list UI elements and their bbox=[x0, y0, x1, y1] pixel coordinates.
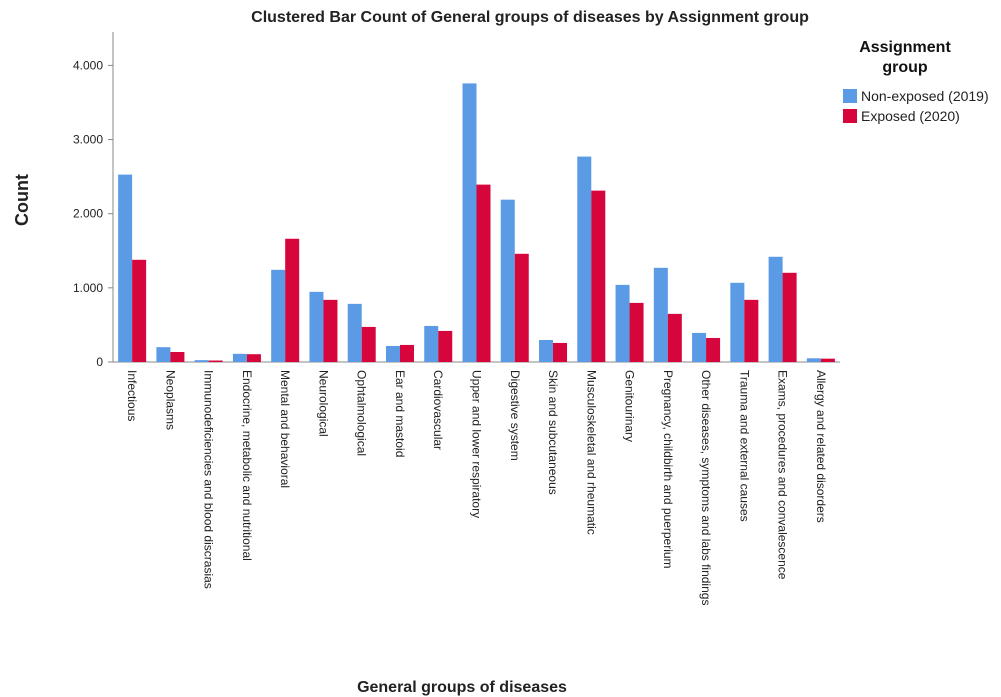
bar bbox=[118, 174, 133, 362]
bar bbox=[271, 269, 286, 362]
bar bbox=[667, 313, 682, 362]
x-axis-label: General groups of diseases bbox=[357, 679, 567, 696]
bar bbox=[170, 351, 185, 362]
x-tick-label: Other diseases, symptoms and labs findin… bbox=[699, 370, 713, 605]
x-tick-label: Ophtalmological bbox=[355, 370, 369, 456]
bar bbox=[706, 337, 721, 362]
chart-title: Clustered Bar Count of General groups of… bbox=[251, 9, 809, 26]
x-tick-label: Infectious bbox=[125, 370, 139, 421]
bar bbox=[768, 256, 783, 362]
bar bbox=[653, 267, 668, 362]
legend-title: Assignment group bbox=[859, 39, 951, 76]
x-tick-label: Upper and lower respiratory bbox=[470, 370, 484, 518]
bar bbox=[194, 360, 209, 362]
bar bbox=[615, 284, 630, 362]
bar bbox=[309, 291, 324, 362]
x-tick-label: Endocrine, metabolic and nutritional bbox=[240, 370, 254, 561]
bar bbox=[500, 199, 515, 362]
legend-swatch bbox=[843, 89, 857, 103]
bar bbox=[782, 272, 797, 362]
x-tick-label: Exams, procedures and convalescence bbox=[776, 370, 790, 580]
legend-label: Exposed (2020) bbox=[861, 108, 960, 124]
bar bbox=[424, 325, 439, 362]
x-tick-label: Neoplasms bbox=[163, 370, 177, 430]
y-axis-label: Count bbox=[12, 174, 32, 226]
bar bbox=[577, 156, 592, 362]
bar bbox=[730, 282, 745, 362]
x-tick-label: Cardiovascular bbox=[431, 370, 445, 450]
x-tick-label: Digestive system bbox=[508, 370, 522, 461]
y-tick-label: 2.000 bbox=[73, 207, 103, 221]
x-tick-label: Trauma and external causes bbox=[737, 370, 751, 522]
bar bbox=[347, 303, 362, 362]
bar bbox=[744, 299, 759, 362]
legend-swatch bbox=[843, 109, 857, 123]
bar bbox=[208, 360, 223, 362]
x-tick-label: Immunodeficiencies and blood discrasias bbox=[202, 370, 216, 589]
bar bbox=[232, 353, 247, 362]
x-tick-label: Genitourinary bbox=[623, 370, 637, 442]
bar bbox=[132, 259, 147, 362]
y-tick-label: 3.000 bbox=[73, 133, 103, 147]
bar bbox=[438, 330, 453, 362]
bar bbox=[692, 332, 707, 362]
bar bbox=[385, 345, 400, 362]
bar bbox=[361, 326, 376, 362]
y-tick-label: 1.000 bbox=[73, 281, 103, 295]
legend-label: Non-exposed (2019) bbox=[861, 88, 989, 104]
bar bbox=[629, 302, 644, 362]
bar bbox=[476, 184, 491, 362]
x-tick-label: Neurological bbox=[316, 370, 330, 437]
bar bbox=[514, 253, 529, 362]
bar bbox=[820, 358, 835, 362]
bar bbox=[285, 238, 300, 362]
bar bbox=[462, 83, 477, 362]
bar bbox=[323, 299, 338, 362]
bar bbox=[399, 344, 414, 362]
y-tick-label: 4.000 bbox=[73, 58, 103, 72]
bar bbox=[806, 358, 821, 362]
x-tick-label: Pregnancy, childbirth and puerperium bbox=[661, 370, 675, 569]
bar bbox=[539, 339, 554, 362]
bar bbox=[591, 190, 606, 362]
y-tick-label: 0 bbox=[96, 355, 103, 369]
x-tick-label: Skin and subcutaneous bbox=[546, 370, 560, 495]
bar bbox=[156, 347, 171, 362]
x-tick-label: Mental and behavioral bbox=[278, 370, 292, 488]
bar bbox=[553, 342, 568, 362]
x-tick-label: Musculoskeletal and rheumatic bbox=[584, 370, 598, 535]
bar bbox=[246, 354, 261, 362]
x-tick-label: Ear and mastoid bbox=[393, 370, 407, 457]
x-tick-label: Allergy and related disorders bbox=[814, 370, 828, 523]
